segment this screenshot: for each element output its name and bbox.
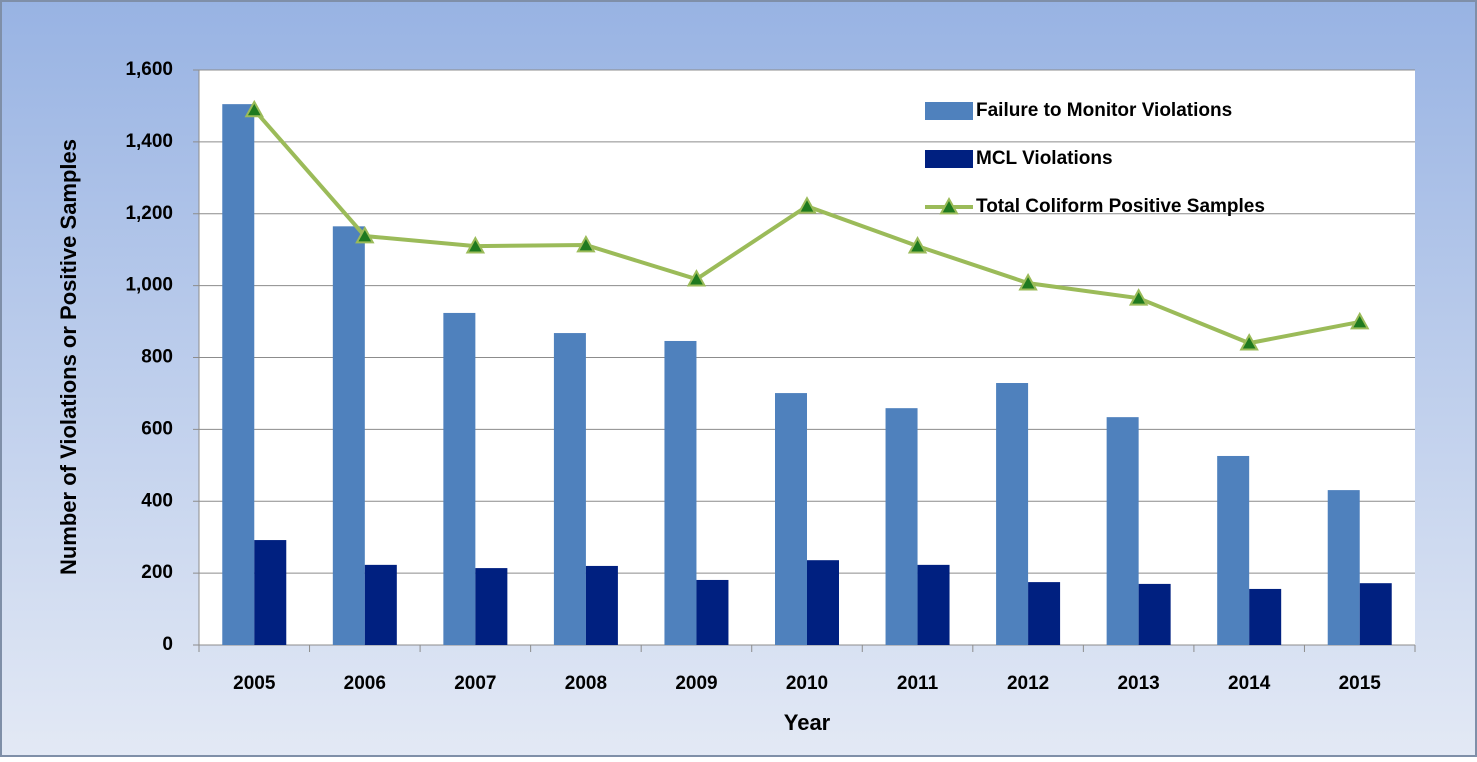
x-tick-label: 2009 <box>675 673 717 694</box>
bar <box>885 408 918 645</box>
bar <box>222 104 255 645</box>
marker <box>797 196 817 214</box>
bar <box>696 579 729 645</box>
y-tick-label: 1,400 <box>125 131 173 152</box>
y-tick-label: 200 <box>141 562 173 583</box>
x-tick-label: 2010 <box>786 673 828 694</box>
bar <box>443 312 476 645</box>
x-tick-label: 2014 <box>1228 673 1271 694</box>
bar <box>664 340 697 645</box>
legend-swatch <box>925 150 973 168</box>
y-tick-label: 1,600 <box>125 59 173 80</box>
marker <box>907 236 928 254</box>
legend-label: MCL Violations <box>976 148 1113 169</box>
bar <box>775 393 807 645</box>
x-tick-label: 2007 <box>454 673 496 694</box>
bar <box>553 333 586 645</box>
marker <box>576 234 596 253</box>
y-axis-title: Number of Violations or Positive Samples <box>56 139 81 575</box>
bar <box>475 568 508 645</box>
bar <box>917 564 950 645</box>
legend-marker <box>939 196 959 215</box>
bar <box>1217 455 1250 645</box>
legend-label: Failure to Monitor Violations <box>976 100 1232 121</box>
y-tick-label: 0 <box>162 634 173 655</box>
bar <box>1138 583 1171 645</box>
x-tick-label: 2015 <box>1339 673 1382 694</box>
marker <box>1128 288 1149 306</box>
bar <box>364 564 397 645</box>
marker <box>1350 311 1370 330</box>
x-tick-label: 2008 <box>565 673 607 694</box>
marker <box>355 225 375 244</box>
legend-swatch <box>925 102 973 120</box>
bar <box>1327 490 1360 645</box>
x-tick-label: 2006 <box>344 673 386 694</box>
bar <box>996 383 1029 645</box>
x-tick-label: 2012 <box>1007 673 1049 694</box>
marker <box>465 236 486 254</box>
marker <box>686 269 707 287</box>
bar <box>1106 417 1139 645</box>
x-tick-label: 2005 <box>233 673 276 694</box>
y-tick-label: 1,000 <box>125 275 173 296</box>
bar <box>807 560 839 645</box>
legend-label: Total Coliform Positive Samples <box>976 196 1265 217</box>
y-tick-label: 600 <box>141 418 173 439</box>
y-tick-label: 1,200 <box>125 203 173 224</box>
y-tick-label: 800 <box>141 347 173 368</box>
marker <box>1239 333 1259 351</box>
bar <box>585 565 618 645</box>
x-axis-title: Year <box>784 710 831 735</box>
x-tick-label: 2013 <box>1117 673 1159 694</box>
marker <box>1018 273 1038 291</box>
bar <box>1028 582 1061 645</box>
bar <box>1249 588 1282 645</box>
bar <box>332 226 365 645</box>
marker <box>244 99 264 118</box>
bar <box>254 540 287 645</box>
x-tick-label: 2011 <box>897 673 939 694</box>
bar <box>1359 583 1392 645</box>
y-tick-label: 400 <box>141 490 173 511</box>
